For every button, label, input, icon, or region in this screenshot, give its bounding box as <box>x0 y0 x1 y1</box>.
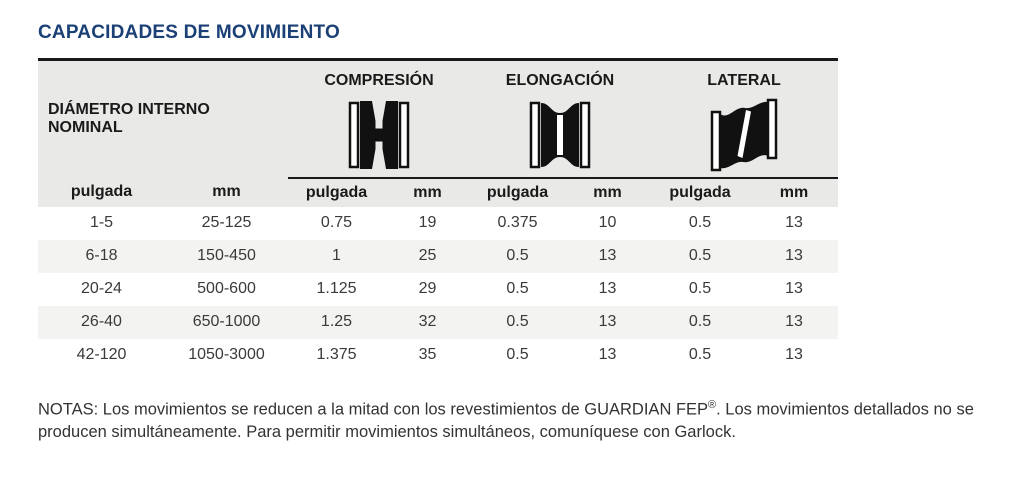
compression-illustration-cell <box>288 93 470 178</box>
table-cell: 19 <box>418 214 437 231</box>
unit-header: mm <box>385 176 470 207</box>
table-cell: 26-40 <box>81 313 122 330</box>
table-cell: 42-120 <box>76 346 127 363</box>
table-cell: 0.5 <box>688 346 712 363</box>
group-header-row: DIÁMETRO INTERNO NOMINAL COMPRESIÓN ELON… <box>38 59 839 136</box>
table-cell: 1.25 <box>320 313 353 330</box>
joint-compressed-icon <box>347 100 411 169</box>
document-page: CAPACIDADES DE MOVIMIENTO DIÁMETRO INTER… <box>0 22 1024 444</box>
notes-part2: . Los movimientos detallados no se produ… <box>38 400 974 441</box>
table-cell: 650-1000 <box>192 313 261 330</box>
table-row: 1-5 25-125 0.75 19 0.375 10 0.5 13 <box>38 207 838 240</box>
diameter-header-cell: DIÁMETRO INTERNO NOMINAL <box>48 101 210 137</box>
table-row: 26-40 650-1000 1.25 32 0.5 13 0.5 13 <box>38 305 839 339</box>
table-cell: 500-600 <box>197 280 256 297</box>
lateral-illustration-cell <box>650 93 838 178</box>
table-cell: 0.5 <box>506 247 529 264</box>
table-cell: 0.75 <box>320 214 353 231</box>
unit-header-row: pulgada mm pulgada mm pulgada mm pulgada… <box>38 176 839 207</box>
unit-header: mm <box>565 176 651 207</box>
table-cell: 29 <box>418 280 437 297</box>
table-cell: 1.125 <box>316 280 357 297</box>
table-cell: 13 <box>598 280 617 297</box>
table-cell: 0.5 <box>506 280 529 297</box>
table-cell: 1050-3000 <box>188 346 265 363</box>
table-cell: 13 <box>785 346 803 363</box>
table-cell: 0.5 <box>506 313 529 330</box>
unit-header: pulgada <box>470 176 565 207</box>
unit-header: mm <box>212 183 241 200</box>
registered-trademark-symbol: ® <box>708 398 717 411</box>
notes-part1: NOTAS: Los movimientos se reducen a la m… <box>38 400 709 418</box>
table-cell: 20-24 <box>81 280 122 297</box>
elongation-illustration-cell <box>470 93 650 178</box>
table-cell: 150-450 <box>197 247 256 264</box>
page-title: CAPACIDADES DE MOVIMIENTO <box>38 22 340 43</box>
table-cell: 0.5 <box>506 346 529 363</box>
table-cell: 13 <box>785 214 803 231</box>
table-row: 6-18 150-450 1 25 0.5 13 0.5 13 <box>38 239 839 273</box>
table-cell: 1-5 <box>89 214 114 231</box>
table-cell: 13 <box>598 313 617 330</box>
group-header-elongation: ELONGACIÓN <box>505 71 615 89</box>
table-cell: 35 <box>418 346 437 363</box>
group-header-compression: COMPRESIÓN <box>324 71 434 89</box>
group-header-lateral: LATERAL <box>707 71 781 89</box>
movement-capacities-table: DIÁMETRO INTERNO NOMINAL COMPRESIÓN ELON… <box>38 58 839 372</box>
unit-header: mm <box>750 176 839 207</box>
table-cell: 25-125 <box>201 214 252 231</box>
notes-text: NOTAS: Los movimientos se reducen a la m… <box>38 398 996 444</box>
table-cell: 13 <box>785 247 803 264</box>
table-cell: 0.5 <box>688 214 712 231</box>
table-row: 42-120 1050-3000 1.375 35 0.5 13 0.5 13 <box>38 339 838 372</box>
joint-elongated-icon <box>528 101 592 168</box>
table-cell: 13 <box>785 313 803 330</box>
table-cell: 0.5 <box>688 247 712 264</box>
unit-header: pulgada <box>650 176 751 207</box>
unit-header: pulgada <box>70 183 133 200</box>
unit-header: pulgada <box>288 176 385 207</box>
table-cell: 6-18 <box>85 247 118 264</box>
table-row: 20-24 500-600 1.125 29 0.5 13 0.5 13 <box>38 273 838 306</box>
table-cell: 1 <box>332 247 341 264</box>
table-cell: 0.5 <box>688 280 712 297</box>
table-cell: 10 <box>598 214 617 231</box>
table-cell: 0.5 <box>688 313 712 330</box>
table-cell: 13 <box>598 247 617 264</box>
table-cell: 13 <box>785 280 803 297</box>
table-cell: 32 <box>418 313 437 330</box>
table-cell: 1.375 <box>316 346 357 363</box>
table-cell: 13 <box>598 346 617 363</box>
table-cell: 25 <box>418 247 437 264</box>
joint-lateral-offset-icon <box>709 98 779 171</box>
table-cell: 0.375 <box>497 214 538 231</box>
